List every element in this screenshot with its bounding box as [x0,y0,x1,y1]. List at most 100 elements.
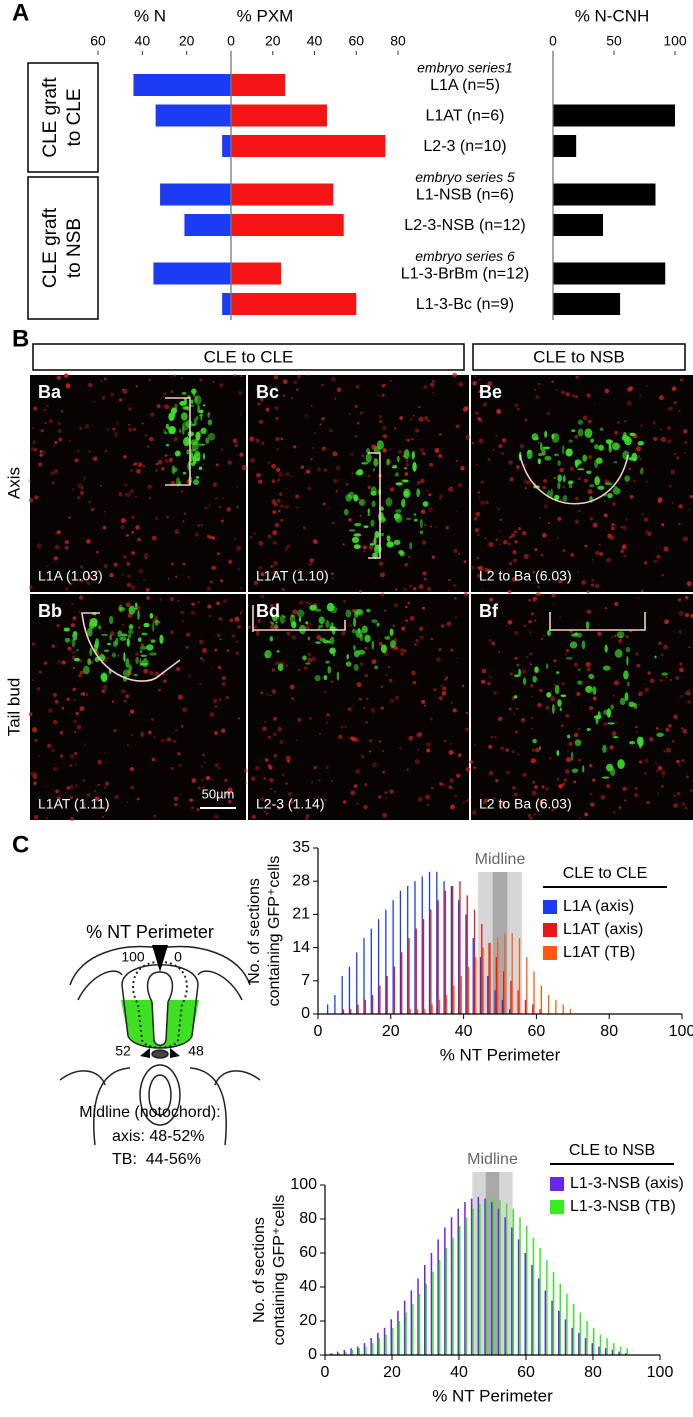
red-nucleus [110,392,114,397]
gfp-cell [330,606,338,614]
bar [330,1353,332,1355]
bar [517,990,519,1014]
red-nucleus [219,638,222,641]
gfp-cell [561,444,565,455]
red-nucleus [235,651,240,656]
red-nucleus [477,573,482,579]
red-nucleus [670,469,676,475]
red-nucleus [425,794,431,800]
red-nucleus [528,619,532,624]
gfp-cell [315,641,321,645]
gfp-cell [613,461,618,464]
red-nucleus [236,485,239,488]
bar [518,938,521,1014]
red-nucleus [408,555,411,559]
y-tick-label: 7 [301,972,310,989]
red-nucleus [399,747,402,750]
red-nucleus [158,460,163,465]
red-nucleus [508,535,512,539]
red-nucleus [623,554,627,558]
red-nucleus [609,535,615,540]
red-nucleus [170,767,175,771]
red-nucleus [305,601,308,604]
red-nucleus [281,587,286,592]
bar [393,966,396,1014]
red-nucleus [611,731,617,737]
red-nucleus [156,404,161,409]
red-nucleus [88,450,92,453]
red-nucleus [452,708,457,713]
red-nucleus [113,729,117,733]
gfp-cell [127,634,132,639]
red-nucleus [444,678,447,681]
red-nucleus [526,480,531,485]
red-nucleus [161,467,165,471]
gfp-cell [373,536,377,546]
red-nucleus [206,586,212,591]
red-nucleus [366,697,369,701]
gfp-cell [128,605,136,615]
red-nucleus [79,706,85,712]
gfp-cell [557,460,561,467]
red-nucleus [331,680,334,683]
red-nucleus [477,416,482,421]
red-nucleus [559,615,561,618]
red-nucleus [620,549,624,554]
bar [356,952,358,1014]
gfp-cell [554,494,560,501]
red-nucleus [136,797,140,801]
red-nucleus [61,706,65,710]
red-nucleus [575,519,579,524]
micrograph-background [30,375,246,592]
bar [444,1227,446,1355]
y-tick-label: 0 [308,1346,317,1363]
red-nucleus [125,602,131,607]
red-nucleus [660,679,663,682]
red-nucleus [59,754,64,758]
gfp-cell [64,637,71,643]
red-nucleus [39,449,43,453]
gfp-cell [597,485,605,490]
gfp-cell [376,440,384,450]
red-nucleus [360,754,365,759]
red-nucleus [564,768,570,774]
red-nucleus [635,725,638,729]
bar [593,1327,595,1355]
gfp-cell [565,448,573,457]
gfp-cell [539,745,542,751]
red-nucleus [531,790,537,796]
red-nucleus [622,786,627,792]
gfp-cell [614,649,623,658]
red-nucleus [524,486,528,490]
red-nucleus [527,813,532,818]
bar [473,909,476,1014]
red-nucleus [162,395,165,398]
red-nucleus [84,424,90,429]
red-nucleus [214,814,219,819]
red-nucleus [275,436,280,442]
red-nucleus [233,374,237,377]
red-nucleus [658,641,662,645]
red-nucleus [274,663,277,666]
bar [365,1346,367,1355]
gfp-cell [556,750,560,756]
bar [475,957,477,1014]
gfp-cell [353,544,361,550]
red-nucleus [249,535,253,539]
gfp-cell [179,401,186,406]
red-nucleus [515,531,519,534]
red-nucleus [269,777,274,783]
red-nucleus [168,577,170,580]
image-caption: L2 to Ba (6.03) [479,568,572,584]
red-nucleus [33,447,38,452]
red-nucleus [380,592,385,597]
group-label: to NSB [64,218,85,278]
gfp-cell [367,513,371,516]
red-nucleus [408,584,413,588]
red-nucleus [384,791,388,795]
micrograph-background [248,375,469,592]
bar [558,1310,560,1355]
red-nucleus [237,717,241,720]
gfp-cell [599,427,604,431]
red-nucleus [149,670,154,675]
